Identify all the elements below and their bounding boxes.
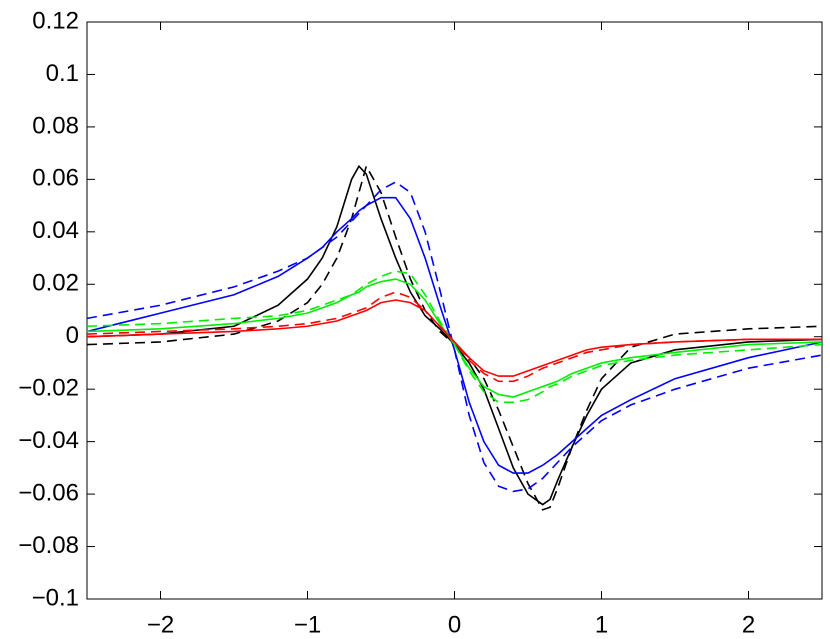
y-tick-label: −0.1 [32, 584, 79, 611]
line-series [86, 291, 822, 383]
y-tick-label: 0.12 [32, 7, 79, 34]
x-tick-label: −1 [294, 611, 321, 638]
y-tick-label: 0 [66, 322, 79, 349]
y-tick-label: 0.1 [46, 60, 79, 87]
line-series [86, 181, 823, 493]
y-tick-label: −0.02 [18, 375, 79, 402]
line-series [86, 164, 823, 506]
y-tick-label: 0.04 [32, 217, 79, 244]
line-series [86, 164, 823, 511]
y-tick-label: −0.06 [18, 479, 79, 506]
x-tick-label: −2 [147, 611, 174, 638]
y-tick-label: 0.02 [32, 270, 79, 297]
plot-frame [86, 21, 823, 600]
y-tick-label: 0.08 [32, 112, 79, 139]
line-series [86, 196, 823, 474]
x-tick-label: 1 [595, 611, 608, 638]
x-tick-label: 2 [742, 611, 755, 638]
y-tick-label: 0.06 [32, 165, 79, 192]
x-tick-label: 0 [448, 611, 461, 638]
line-series [86, 299, 822, 377]
y-tick-label: −0.04 [18, 427, 79, 454]
y-tick-label: −0.08 [18, 532, 79, 559]
line-series [86, 270, 823, 404]
